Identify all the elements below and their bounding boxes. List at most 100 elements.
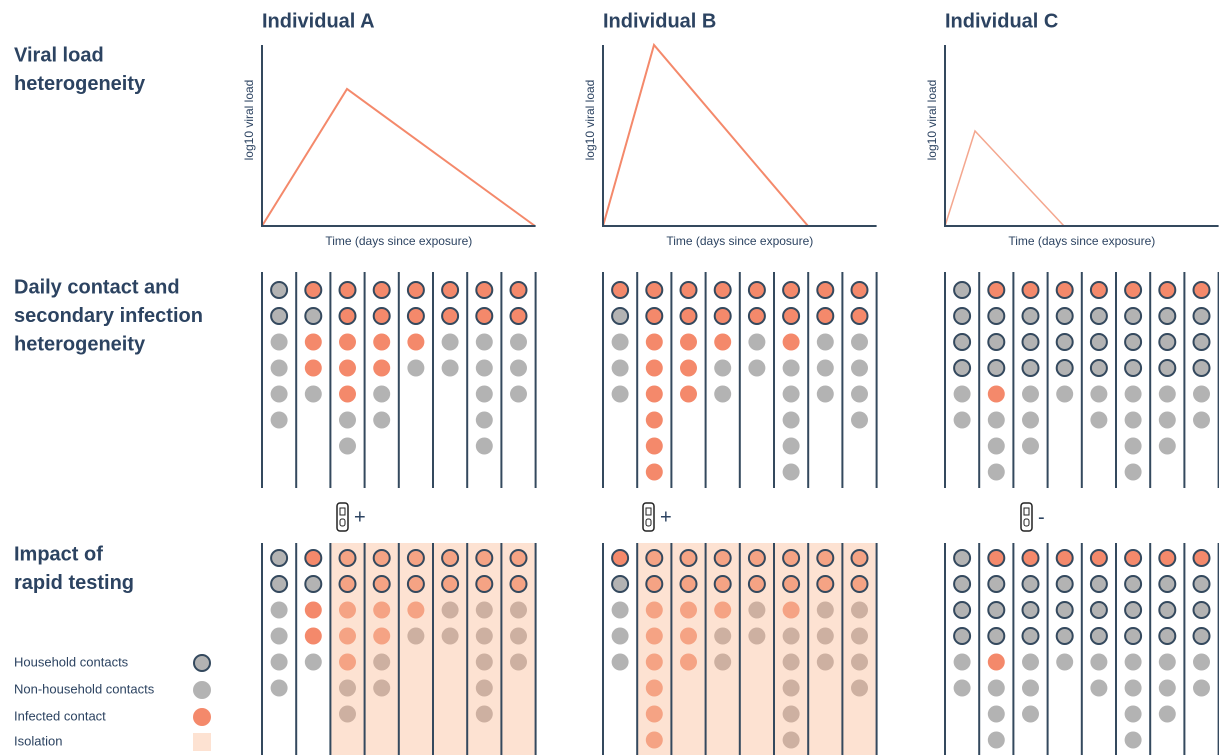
non-household-contact bbox=[1124, 705, 1142, 723]
household-contact bbox=[953, 601, 972, 619]
household-contact bbox=[679, 575, 698, 593]
non-household-contact bbox=[816, 385, 834, 403]
non-household-contact bbox=[270, 411, 288, 429]
household-contact bbox=[953, 333, 972, 351]
household-contact bbox=[816, 307, 835, 325]
non-household-contact bbox=[373, 385, 391, 403]
household-contact bbox=[953, 281, 972, 299]
row-label: secondary infection bbox=[14, 305, 203, 327]
non-household-contact bbox=[748, 627, 766, 645]
non-household-contact bbox=[680, 627, 697, 645]
y-axis-label: log10 viral load bbox=[925, 80, 939, 161]
non-household-contact bbox=[510, 385, 527, 403]
household-contact bbox=[338, 575, 357, 593]
non-household-contact bbox=[1090, 385, 1108, 403]
household-contact bbox=[406, 281, 425, 299]
household-contact bbox=[713, 281, 732, 299]
household-contact bbox=[1158, 601, 1177, 619]
non-household-contact bbox=[1022, 705, 1039, 723]
household-contact bbox=[953, 307, 972, 325]
household-contact bbox=[987, 601, 1006, 619]
household-contact bbox=[782, 575, 801, 593]
household-contact bbox=[270, 575, 289, 593]
household-contact bbox=[747, 575, 766, 593]
non-household-contact bbox=[645, 627, 663, 645]
household-contact bbox=[1021, 281, 1040, 299]
household-contact bbox=[747, 549, 766, 567]
test-icon bbox=[642, 502, 655, 532]
non-household-contact bbox=[645, 333, 663, 351]
test-icon bbox=[1020, 502, 1033, 532]
household-contact bbox=[1089, 307, 1108, 325]
non-household-contact bbox=[680, 385, 697, 403]
household-contact bbox=[987, 575, 1006, 593]
non-household-contact bbox=[510, 359, 527, 377]
household-contact bbox=[1192, 627, 1211, 645]
non-household-contact bbox=[782, 437, 800, 455]
non-household-contact bbox=[714, 333, 732, 351]
household-contact bbox=[1192, 307, 1211, 325]
non-household-contact bbox=[1124, 679, 1142, 697]
non-household-contact bbox=[270, 359, 288, 377]
non-household-contact bbox=[851, 359, 868, 377]
non-household-contact bbox=[1124, 437, 1142, 455]
non-household-contact bbox=[680, 333, 697, 351]
non-household-contact bbox=[645, 601, 663, 619]
non-household-contact bbox=[987, 705, 1005, 723]
non-household-contact bbox=[1193, 653, 1210, 671]
non-household-contact bbox=[782, 411, 800, 429]
legend-non-household bbox=[193, 681, 211, 699]
row-label: heterogeneity bbox=[14, 333, 146, 355]
non-household-contact bbox=[270, 653, 288, 671]
non-household-contact bbox=[851, 411, 868, 429]
non-household-contact bbox=[373, 679, 391, 697]
household-contact bbox=[1158, 359, 1177, 377]
household-contact bbox=[1124, 307, 1143, 325]
household-contact bbox=[406, 575, 425, 593]
household-contact bbox=[782, 549, 801, 567]
non-household-contact bbox=[782, 627, 800, 645]
non-household-contact bbox=[851, 627, 868, 645]
non-household-contact bbox=[987, 385, 1005, 403]
household-contact bbox=[1124, 333, 1143, 351]
non-household-contact bbox=[270, 601, 288, 619]
household-contact bbox=[1089, 281, 1108, 299]
household-contact bbox=[611, 575, 630, 593]
household-contact bbox=[850, 307, 869, 325]
household-contact bbox=[509, 575, 528, 593]
non-household-contact bbox=[816, 333, 834, 351]
household-contact bbox=[1055, 333, 1074, 351]
non-household-contact bbox=[270, 679, 288, 697]
non-household-contact bbox=[475, 411, 493, 429]
household-contact bbox=[645, 575, 664, 593]
non-household-contact bbox=[1193, 679, 1210, 697]
non-household-contact bbox=[339, 385, 356, 403]
non-household-contact bbox=[1022, 653, 1039, 671]
household-contact bbox=[1089, 627, 1108, 645]
non-household-contact bbox=[748, 333, 766, 351]
individual-title: Individual B bbox=[603, 10, 716, 32]
non-household-contact bbox=[953, 385, 971, 403]
non-household-contact bbox=[1022, 679, 1039, 697]
household-contact bbox=[475, 549, 494, 567]
non-household-contact bbox=[953, 653, 971, 671]
household-contact bbox=[372, 307, 391, 325]
non-household-contact bbox=[645, 463, 663, 481]
non-household-contact bbox=[714, 359, 732, 377]
household-contact bbox=[816, 549, 835, 567]
household-contact bbox=[645, 549, 664, 567]
non-household-contact bbox=[680, 653, 697, 671]
isolation bbox=[637, 543, 877, 755]
non-household-contact bbox=[339, 601, 356, 619]
non-household-contact bbox=[611, 359, 629, 377]
household-contact bbox=[1124, 549, 1143, 567]
test-well bbox=[645, 518, 652, 527]
non-household-contact bbox=[475, 679, 493, 697]
household-contact bbox=[1158, 575, 1177, 593]
household-contact bbox=[713, 549, 732, 567]
non-household-contact bbox=[304, 359, 322, 377]
non-household-contact bbox=[816, 601, 834, 619]
non-household-contact bbox=[304, 333, 322, 351]
household-contact bbox=[987, 307, 1006, 325]
non-household-contact bbox=[714, 601, 732, 619]
